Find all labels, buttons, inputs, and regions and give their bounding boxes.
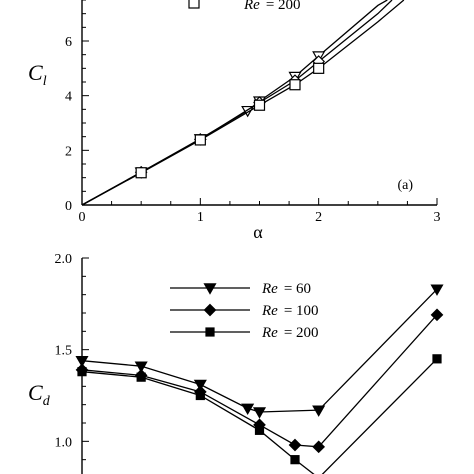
- lift-y-label-main: C: [28, 60, 43, 85]
- drag-legend-item: Re = 200: [170, 325, 319, 341]
- lift-series-line: [81, 0, 388, 206]
- drag-y-tick-label: 1.0: [55, 435, 73, 450]
- lift-series: [81, 0, 393, 206]
- lift-y-axis-label: Cl: [28, 60, 47, 89]
- drag-data-point: [312, 405, 326, 417]
- lift-x-tick-label: 0: [79, 210, 86, 225]
- lift-x-tick-label: 1: [197, 210, 204, 225]
- lift-series: [81, 0, 388, 206]
- drag-data-point: [134, 361, 148, 373]
- drag-data-point: [432, 354, 442, 364]
- drag-series: [75, 284, 444, 419]
- drag-legend-value: = 100: [284, 303, 319, 319]
- drag-chart-legend: Re = 60 Re = 100 Re = 200: [170, 281, 319, 341]
- lift-x-tick-label: 2: [315, 210, 322, 225]
- drag-legend-label: Re = 200: [261, 325, 319, 341]
- drag-series: [77, 354, 442, 474]
- drag-y-label-sub: d: [43, 394, 51, 409]
- lift-chart-series: [81, 0, 405, 206]
- drag-data-point: [430, 308, 444, 322]
- lift-series-line: [81, 0, 405, 206]
- drag-data-point: [241, 403, 255, 416]
- drag-data-point: [288, 438, 302, 452]
- drag-y-tick-label: 1.5: [55, 344, 73, 359]
- drag-data-point: [75, 355, 89, 368]
- lift-y-tick-label: 0: [65, 199, 72, 214]
- lift-data-point: [135, 167, 147, 179]
- drag-legend-item: Re = 100: [170, 303, 319, 319]
- panel-label: (a): [397, 178, 413, 193]
- drag-y-tick-label: 2.0: [55, 252, 73, 267]
- lift-chart-legend: Re = 200: [188, 0, 301, 13]
- drag-data-point: [430, 284, 444, 296]
- drag-chart: 1.0 1.5 2.0 Cd Re = 60 Re = 100 Re = 200: [28, 252, 444, 474]
- drag-data-point: [193, 379, 207, 392]
- drag-legend-label: Re = 100: [261, 303, 319, 319]
- drag-legend-symbol: Re: [261, 325, 278, 341]
- drag-legend-item: Re = 60: [170, 281, 311, 297]
- drag-y-label-main: C: [28, 380, 43, 405]
- lift-legend-value: = 200: [266, 0, 301, 13]
- drag-data-point: [77, 367, 87, 377]
- lift-y-tick-label: 6: [65, 35, 72, 50]
- drag-legend-symbol: Re: [261, 303, 278, 319]
- drag-legend-symbol: Re: [261, 281, 278, 297]
- drag-legend-label: Re = 60: [261, 281, 311, 297]
- lift-legend-label: Re = 200: [243, 0, 301, 13]
- drag-data-point: [312, 440, 326, 454]
- lift-data-point: [289, 79, 301, 91]
- drag-legend-value: = 60: [284, 281, 311, 297]
- drag-data-point: [195, 390, 205, 401]
- lift-legend-symbol: Re: [243, 0, 260, 13]
- lift-legend-marker: [188, 0, 200, 9]
- drag-data-point: [252, 407, 267, 419]
- lift-data-point: [253, 99, 266, 111]
- lift-x-tick-label: 3: [434, 210, 441, 225]
- lift-chart: 0 1 2 3 0 2 4 6 Cl α (a) Re = 200: [28, 0, 441, 242]
- lift-y-label-sub: l: [43, 74, 47, 89]
- drag-legend-marker: [203, 303, 217, 317]
- lift-series-line: [81, 0, 393, 206]
- drag-data-point: [254, 425, 265, 435]
- lift-y-tick-label: 2: [65, 144, 72, 159]
- drag-series-line: [81, 288, 438, 413]
- lift-series: [81, 0, 405, 206]
- drag-data-point: [136, 372, 146, 382]
- drag-y-axis-label: Cd: [28, 380, 51, 409]
- lift-data-point: [194, 134, 206, 146]
- drag-legend-marker: [203, 283, 217, 295]
- lift-data-point: [313, 62, 325, 74]
- lift-chart-ticks: 0 1 2 3 0 2 4 6: [65, 0, 441, 225]
- lift-x-axis-label: α: [253, 222, 263, 242]
- drag-chart-ticks: 1.0 1.5 2.0: [55, 252, 89, 461]
- drag-data-point: [290, 455, 300, 465]
- lift-y-tick-label: 4: [65, 90, 72, 105]
- drag-chart-series: [75, 284, 444, 474]
- drag-legend-marker: [205, 327, 215, 337]
- drag-legend-value: = 200: [284, 325, 319, 341]
